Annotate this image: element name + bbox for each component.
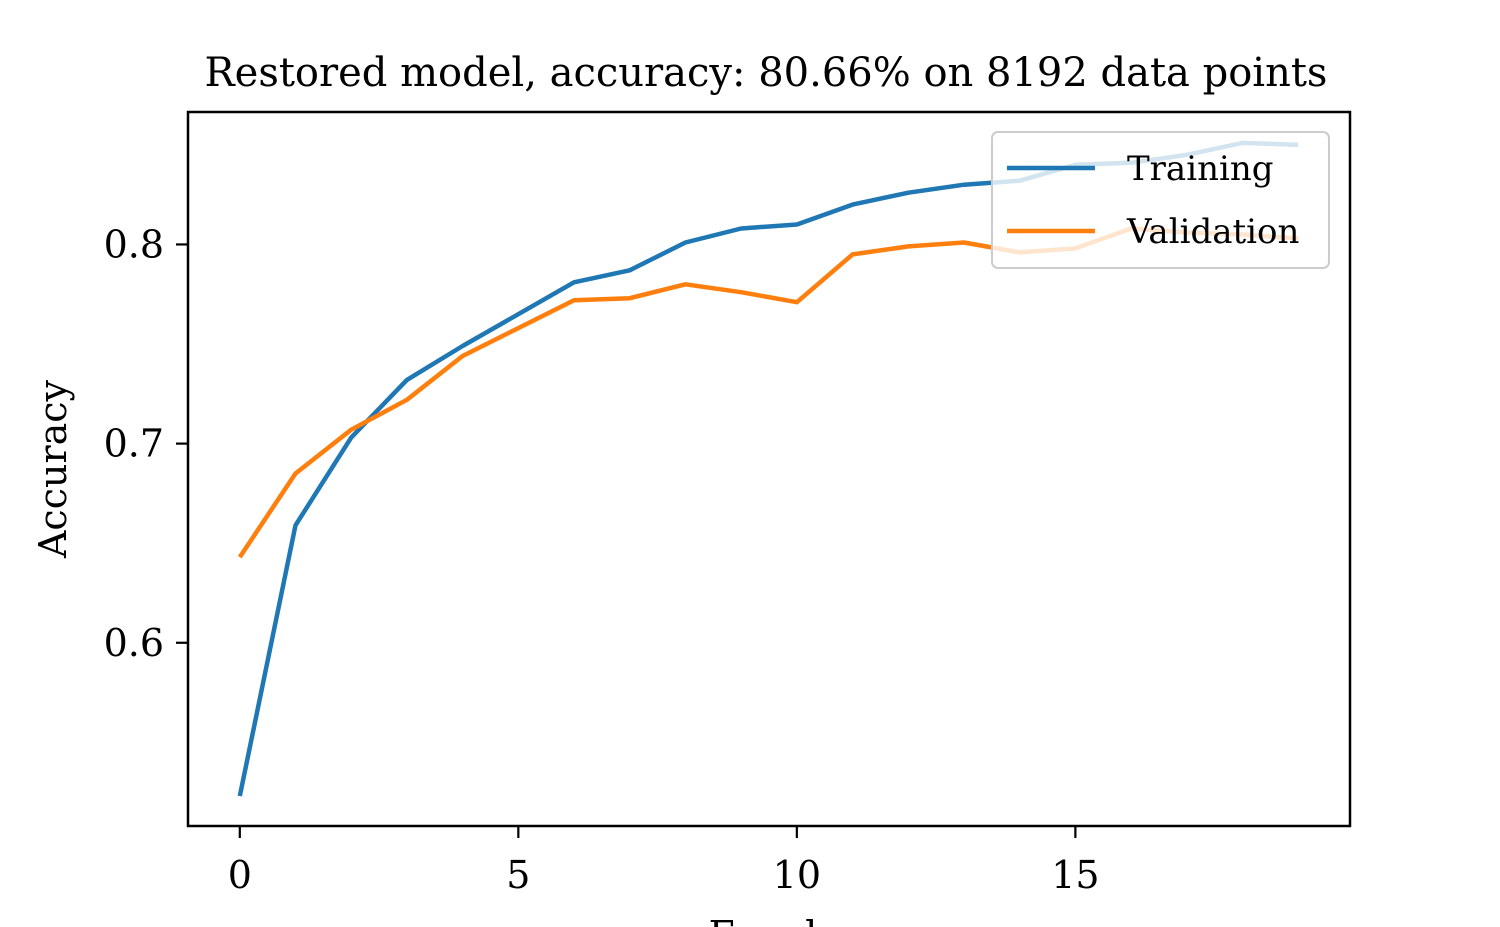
x-tick-label: 15 xyxy=(1051,853,1099,897)
y-axis: 0.6 0.7 0.8 xyxy=(104,222,188,665)
x-tick-label: 10 xyxy=(773,853,821,897)
y-tick-label: 0.7 xyxy=(104,422,164,466)
chart-title: Restored model, accuracy: 80.66% on 8192… xyxy=(205,50,1328,96)
legend-label-validation: Validation xyxy=(1126,212,1299,252)
y-tick-label: 0.8 xyxy=(104,222,164,266)
plot-frame xyxy=(186,110,1352,828)
x-axis: 0 5 10 15 xyxy=(228,826,1100,897)
y-axis-label: Accuracy xyxy=(31,379,75,559)
x-tick-label: 0 xyxy=(228,853,252,897)
series-line-validation xyxy=(237,226,1299,559)
legend: Training Validation xyxy=(991,131,1330,269)
y-tick-label: 0.6 xyxy=(104,621,164,665)
x-axis-label: Epoch xyxy=(709,913,830,927)
x-tick-label: 5 xyxy=(506,853,530,897)
legend-items: Training Validation xyxy=(1007,149,1299,252)
legend-label-training: Training xyxy=(1127,149,1274,189)
